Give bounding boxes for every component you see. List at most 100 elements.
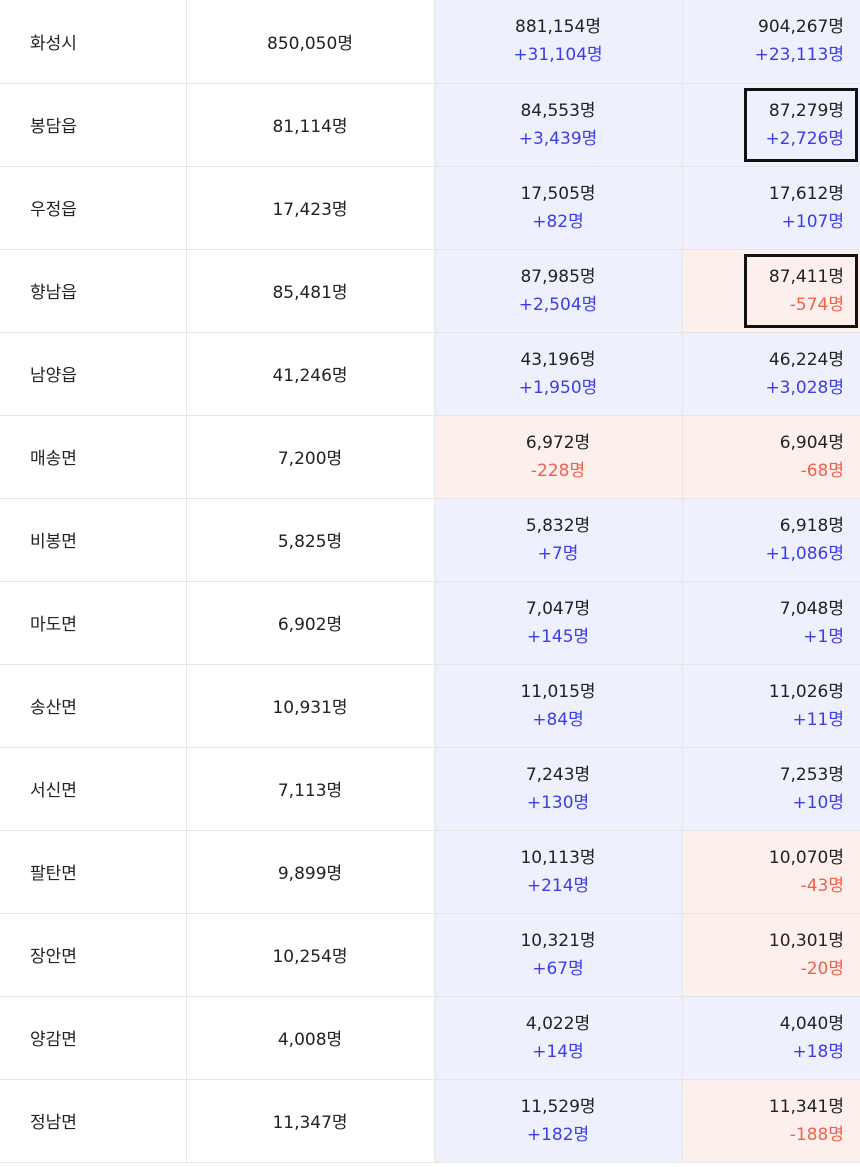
region-name: 봉담읍 <box>0 83 187 167</box>
table-row: 매송면 7,200명 6,972명 -228명 6,904명 -68명 <box>0 415 860 499</box>
base-population: 17,423명 <box>186 166 435 250</box>
population-change: +3,028명 <box>765 377 844 398</box>
population-cell-mid: 6,972명 -228명 <box>434 415 683 499</box>
population-change: +82명 <box>532 211 584 232</box>
population-cell-latest: 17,612명 +107명 <box>682 166 860 250</box>
population-value: 17,505명 <box>520 183 596 204</box>
region-name: 송산면 <box>0 664 187 748</box>
population-change: +3,439명 <box>518 128 598 149</box>
population-change: +31,104명 <box>513 45 603 66</box>
base-population: 4,008명 <box>186 996 435 1080</box>
region-name: 마도면 <box>0 581 187 665</box>
population-change: +11명 <box>792 709 844 730</box>
table-row: 봉담읍 81,114명 84,553명 +3,439명 87,279명 +2,726명 <box>0 83 860 167</box>
population-value: 10,070명 <box>768 847 844 868</box>
population-change: -228명 <box>530 460 586 481</box>
population-change: +23,113명 <box>754 45 844 66</box>
population-cell-mid: 881,154명 +31,104명 <box>434 0 683 84</box>
population-cell-latest: 10,301명 -20명 <box>682 913 860 997</box>
base-population: 5,825명 <box>186 498 435 582</box>
population-cell-latest: 11,026명 +11명 <box>682 664 860 748</box>
region-name: 서신면 <box>0 747 187 831</box>
population-cell-latest: 11,341명 -188명 <box>682 1079 860 1163</box>
population-cell-latest: 4,040명 +18명 <box>682 996 860 1080</box>
table-row: 화성시 850,050명 881,154명 +31,104명 904,267명 +23,1… <box>0 0 860 84</box>
population-cell-mid: 4,022명 +14명 <box>434 996 683 1080</box>
region-name: 우정읍 <box>0 166 187 250</box>
population-value: 7,047명 <box>525 598 591 619</box>
base-population: 81,114명 <box>186 83 435 167</box>
population-cell-mid: 7,047명 +145명 <box>434 581 683 665</box>
population-value: 4,040명 <box>779 1013 844 1034</box>
population-value: 11,026명 <box>768 681 844 702</box>
population-change: -20명 <box>800 958 844 979</box>
population-change: +182명 <box>526 1124 590 1145</box>
population-cell-latest: 7,253명 +10명 <box>682 747 860 831</box>
population-value: 6,972명 <box>525 432 591 453</box>
table-row: 양감면 4,008명 4,022명 +14명 4,040명 +18명 <box>0 996 860 1080</box>
population-value: 87,279명 <box>768 100 844 121</box>
population-cell-latest: 10,070명 -43명 <box>682 830 860 914</box>
population-cell-latest: 87,411명 -574명 <box>682 249 860 333</box>
population-cell-latest: 87,279명 +2,726명 <box>682 83 860 167</box>
population-value: 4,022명 <box>525 1013 591 1034</box>
population-cell-latest: 7,048명 +1명 <box>682 581 860 665</box>
population-change: +1,950명 <box>518 377 598 398</box>
table-row: 마도면 6,902명 7,047명 +145명 7,048명 +1명 <box>0 581 860 665</box>
population-value: 10,113명 <box>520 847 596 868</box>
population-cell-mid: 5,832명 +7명 <box>434 498 683 582</box>
population-change: +1,086명 <box>765 543 844 564</box>
population-change: +145명 <box>526 626 590 647</box>
population-value: 5,832명 <box>525 515 591 536</box>
base-population: 41,246명 <box>186 332 435 416</box>
region-name: 화성시 <box>0 0 187 84</box>
population-change: +7명 <box>537 543 579 564</box>
population-cell-latest: 46,224명 +3,028명 <box>682 332 860 416</box>
population-value: 904,267명 <box>758 17 844 38</box>
table-row: 우정읍 17,423명 17,505명 +82명 17,612명 +107명 <box>0 166 860 250</box>
region-name: 남양읍 <box>0 332 187 416</box>
population-value: 87,411명 <box>768 266 844 287</box>
region-name: 양감면 <box>0 996 187 1080</box>
population-value: 7,243명 <box>525 764 591 785</box>
base-population: 7,200명 <box>186 415 435 499</box>
base-population: 10,931명 <box>186 664 435 748</box>
base-population: 850,050명 <box>186 0 435 84</box>
population-value: 11,529명 <box>520 1096 596 1117</box>
population-cell-mid: 11,015명 +84명 <box>434 664 683 748</box>
population-cell-latest: 904,267명 +23,113명 <box>682 0 860 84</box>
population-change: +130명 <box>526 792 590 813</box>
population-change: +107명 <box>781 211 844 232</box>
population-change: -188명 <box>789 1124 844 1145</box>
population-value: 10,321명 <box>520 930 596 951</box>
table-row: 비봉면 5,825명 5,832명 +7명 6,918명 +1,086명 <box>0 498 860 582</box>
population-change: +67명 <box>532 958 584 979</box>
population-change: -574명 <box>789 294 844 315</box>
population-value: 881,154명 <box>515 17 601 38</box>
table-row: 정남면 11,347명 11,529명 +182명 11,341명 -188명 <box>0 1079 860 1163</box>
region-name: 팔탄면 <box>0 830 187 914</box>
population-value: 7,253명 <box>779 764 844 785</box>
population-value: 7,048명 <box>779 598 844 619</box>
population-cell-latest: 6,904명 -68명 <box>682 415 860 499</box>
population-value: 87,985명 <box>520 266 596 287</box>
population-change: +2,504명 <box>518 294 598 315</box>
region-name: 정남면 <box>0 1079 187 1163</box>
region-name: 매송면 <box>0 415 187 499</box>
population-change: +214명 <box>526 875 590 896</box>
population-cell-mid: 84,553명 +3,439명 <box>434 83 683 167</box>
table-row: 장안면 10,254명 10,321명 +67명 10,301명 -20명 <box>0 913 860 997</box>
base-population: 6,902명 <box>186 581 435 665</box>
region-name: 향남읍 <box>0 249 187 333</box>
population-value: 6,918명 <box>779 515 844 536</box>
population-cell-latest: 6,918명 +1,086명 <box>682 498 860 582</box>
population-change: +2,726명 <box>765 128 844 149</box>
base-population: 9,899명 <box>186 830 435 914</box>
population-cell-mid: 10,321명 +67명 <box>434 913 683 997</box>
population-change: +10명 <box>792 792 844 813</box>
base-population: 7,113명 <box>186 747 435 831</box>
table-row: 서신면 7,113명 7,243명 +130명 7,253명 +10명 <box>0 747 860 831</box>
table-row: 송산면 10,931명 11,015명 +84명 11,026명 +11명 <box>0 664 860 748</box>
